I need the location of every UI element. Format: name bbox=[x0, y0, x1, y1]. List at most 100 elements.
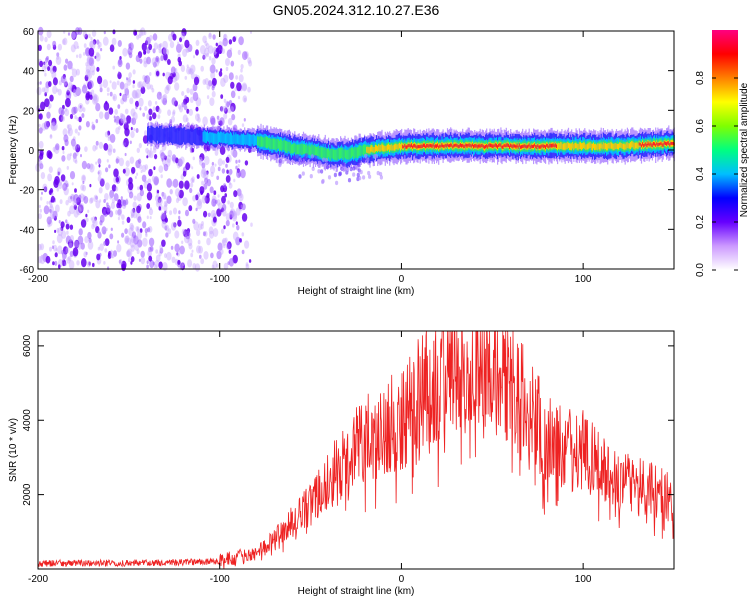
colorbar-tick-label: 0.8 bbox=[695, 71, 706, 85]
ridge-cell bbox=[397, 143, 399, 150]
noise-speckle bbox=[182, 114, 188, 123]
ridge-cell bbox=[619, 142, 621, 148]
ridge-cell bbox=[471, 143, 474, 147]
noise-speckle bbox=[230, 102, 236, 112]
ridge-cell bbox=[213, 133, 215, 145]
noise-speckle bbox=[181, 91, 185, 96]
noise-speckle bbox=[67, 124, 72, 131]
ridge-cell bbox=[458, 144, 461, 148]
noise-speckle bbox=[201, 180, 205, 186]
noise-speckle bbox=[172, 178, 179, 188]
noise-speckle bbox=[140, 86, 146, 94]
noise-speckle bbox=[144, 164, 149, 170]
noise-speckle bbox=[243, 97, 247, 102]
ridge-cell bbox=[564, 143, 566, 151]
noise-speckle bbox=[220, 94, 224, 99]
noise-speckle bbox=[107, 143, 113, 153]
noise-speckle bbox=[52, 120, 56, 127]
noise-speckle bbox=[78, 125, 82, 131]
noise-speckle bbox=[115, 158, 120, 164]
noise-speckle bbox=[166, 195, 172, 204]
ridge-cell bbox=[663, 141, 665, 145]
noise-speckle bbox=[207, 212, 211, 217]
ridge-cell bbox=[487, 145, 489, 149]
ridge-band bbox=[147, 121, 675, 186]
noise-speckle bbox=[89, 183, 92, 188]
ridge-cell bbox=[424, 143, 426, 148]
noise-speckle bbox=[229, 210, 234, 219]
ridge-cell bbox=[148, 125, 150, 141]
noise-speckle bbox=[165, 232, 169, 238]
noise-speckle bbox=[72, 247, 79, 257]
noise-speckle bbox=[66, 153, 72, 161]
noise-speckle bbox=[87, 209, 90, 213]
ridge-cell bbox=[300, 143, 302, 155]
noise-speckle bbox=[65, 246, 70, 254]
noise-speckle bbox=[220, 77, 226, 87]
ridge-cell bbox=[366, 146, 368, 153]
noise-speckle bbox=[192, 179, 195, 184]
noise-speckle bbox=[60, 109, 65, 116]
noise-speckle bbox=[215, 199, 218, 204]
noise-speckle bbox=[210, 209, 216, 219]
ridge-cell bbox=[659, 142, 661, 146]
ridge-cell bbox=[505, 143, 507, 148]
ridge-cell bbox=[437, 143, 439, 147]
noise-speckle bbox=[213, 216, 217, 223]
noise-speckle bbox=[212, 228, 219, 237]
noise-speckle bbox=[82, 180, 85, 185]
ridge-cell bbox=[367, 146, 369, 154]
ridge-cell bbox=[335, 149, 337, 161]
noise-speckle bbox=[235, 207, 241, 216]
ridge-cell bbox=[301, 143, 303, 155]
noise-speckle bbox=[143, 130, 148, 137]
noise-speckle bbox=[98, 141, 104, 149]
ridge-cell bbox=[668, 141, 670, 145]
ridge-blob bbox=[359, 169, 363, 175]
ridge-cell bbox=[308, 144, 310, 155]
noise-speckle bbox=[151, 175, 156, 182]
noise-speckle bbox=[156, 193, 160, 198]
noise-speckle bbox=[49, 246, 52, 252]
ridge-cell bbox=[656, 142, 658, 146]
noise-speckle bbox=[82, 107, 86, 113]
ridge-cell bbox=[444, 144, 446, 147]
noise-speckle bbox=[64, 83, 67, 88]
ridge-cell bbox=[618, 143, 620, 150]
noise-speckle bbox=[242, 83, 247, 91]
noise-speckle bbox=[133, 195, 137, 201]
noise-speckle bbox=[38, 140, 44, 149]
ridge-cell bbox=[486, 144, 488, 148]
noise-speckle bbox=[102, 79, 109, 89]
ridge-cell bbox=[360, 145, 362, 157]
noise-speckle bbox=[126, 250, 130, 257]
noise-speckle bbox=[178, 210, 181, 215]
ridge-cell bbox=[601, 144, 603, 150]
ridge-blob bbox=[373, 154, 377, 159]
noise-speckle bbox=[97, 171, 100, 175]
noise-speckle bbox=[214, 149, 219, 156]
noise-speckle bbox=[152, 106, 156, 112]
noise-speckle bbox=[187, 259, 193, 268]
noise-speckle bbox=[149, 72, 152, 76]
noise-speckle bbox=[69, 152, 72, 157]
noise-speckle bbox=[139, 184, 144, 191]
noise-speckle bbox=[176, 250, 181, 257]
noise-speckle bbox=[224, 193, 227, 198]
noise-speckle bbox=[112, 65, 115, 70]
noise-speckle bbox=[227, 200, 230, 205]
noise-speckle bbox=[193, 76, 200, 86]
noise-speckle bbox=[97, 158, 102, 165]
noise-speckle bbox=[136, 172, 139, 176]
noise-speckle bbox=[172, 33, 177, 41]
noise-speckle bbox=[87, 231, 92, 240]
noise-speckle bbox=[208, 226, 214, 235]
noise-speckle bbox=[178, 180, 184, 189]
ridge-cell bbox=[167, 128, 169, 142]
ridge-cell bbox=[304, 144, 306, 154]
ridge-cell bbox=[395, 143, 397, 150]
noise-speckle bbox=[161, 191, 165, 197]
ridge-cell bbox=[286, 141, 288, 153]
ridge-cell bbox=[203, 130, 205, 143]
noise-speckle bbox=[124, 127, 130, 137]
